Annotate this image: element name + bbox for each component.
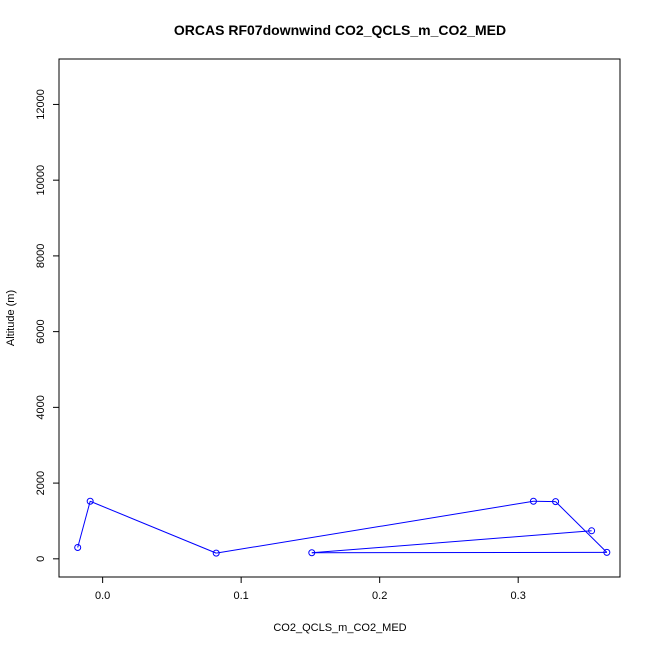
x-tick-label: 0.1 (234, 590, 249, 602)
plot-frame (58, 58, 621, 578)
y-tick-label: 4000 (35, 395, 47, 419)
data-point (529, 497, 537, 505)
data-point (308, 549, 316, 557)
data-point (86, 497, 94, 505)
x-tick-label: 0.3 (511, 590, 526, 602)
chart-title: ORCAS RF07downwind CO2_QCLS_m_CO2_MED (174, 22, 506, 38)
x-axis-label: CO2_QCLS_m_CO2_MED (273, 622, 406, 634)
series-line-segment (89, 500, 217, 554)
y-tick-label: 10000 (35, 165, 47, 196)
data-point (74, 543, 82, 551)
series-line-segment (555, 501, 608, 553)
series-layer (74, 497, 611, 557)
series-line-segment (311, 530, 592, 554)
y-tick-label: 6000 (35, 319, 47, 343)
x-tick-label: 0.0 (95, 590, 110, 602)
y-tick-label: 0 (35, 556, 47, 562)
y-tick-label: 8000 (35, 244, 47, 268)
y-axis-label: Altitude (m) (5, 290, 17, 346)
data-point (552, 498, 560, 506)
data-point (603, 548, 611, 556)
data-point (212, 549, 220, 557)
series (74, 497, 611, 557)
series-line-segment (77, 501, 91, 548)
y-axis: 0 2000 4000 6000 8000 10000 12000 (35, 89, 59, 562)
y-tick-label: 2000 (35, 471, 47, 495)
series-line-segment (216, 500, 534, 554)
data-point (588, 527, 596, 535)
x-tick-label: 0.2 (372, 590, 387, 602)
x-axis: 0.0 0.1 0.2 0.3 (95, 577, 526, 602)
y-tick-label: 12000 (35, 89, 47, 120)
